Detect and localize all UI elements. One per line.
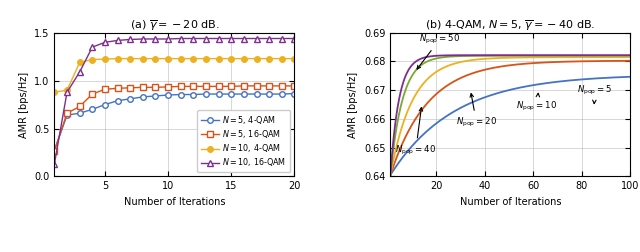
$N = 10$, 4-QAM: [215, 57, 223, 60]
$N = 5$, 4-QAM: [240, 92, 248, 96]
$N = 5$, 4-QAM: [139, 96, 147, 99]
$N = 5$, 4-QAM: [76, 112, 83, 115]
$N = 5$, 16-QAM: [51, 149, 58, 152]
$N = 10$, 16-QAM: [63, 91, 71, 94]
$N = 10$, 16-QAM: [227, 37, 235, 40]
$N = 10$, 16-QAM: [152, 38, 159, 41]
$N = 5$, 4-QAM: [291, 92, 298, 95]
Line: $N = 5$, 16-QAM: $N = 5$, 16-QAM: [52, 83, 297, 153]
$N = 5$, 4-QAM: [266, 92, 273, 96]
$N = 5$, 16-QAM: [88, 92, 96, 96]
$N = 10$, 4-QAM: [126, 57, 134, 60]
X-axis label: Number of Iterations: Number of Iterations: [124, 197, 225, 207]
$N = 5$, 4-QAM: [278, 92, 285, 96]
$N = 5$, 16-QAM: [291, 84, 298, 87]
$N = 5$, 16-QAM: [164, 85, 172, 88]
$N = 5$, 16-QAM: [189, 85, 197, 88]
$N = 10$, 4-QAM: [189, 57, 197, 60]
$N = 10$, 16-QAM: [177, 37, 184, 40]
Text: $N_{\mathrm{pop}} = 50$: $N_{\mathrm{pop}} = 50$: [417, 33, 461, 69]
$N = 5$, 4-QAM: [101, 103, 109, 106]
$N = 5$, 4-QAM: [114, 99, 122, 102]
$N = 10$, 4-QAM: [177, 57, 184, 60]
$N = 5$, 16-QAM: [227, 85, 235, 88]
$N = 10$, 16-QAM: [51, 163, 58, 166]
$N = 10$, 16-QAM: [139, 38, 147, 41]
$N = 10$, 16-QAM: [101, 41, 109, 44]
$N = 10$, 16-QAM: [240, 37, 248, 40]
$N = 5$, 4-QAM: [215, 92, 223, 96]
$N = 5$, 4-QAM: [177, 93, 184, 96]
$N = 10$, 4-QAM: [139, 57, 147, 60]
$N = 10$, 4-QAM: [51, 91, 58, 94]
$N = 10$, 16-QAM: [114, 39, 122, 42]
$N = 10$, 4-QAM: [88, 58, 96, 61]
$N = 5$, 4-QAM: [164, 93, 172, 97]
$N = 10$, 16-QAM: [266, 37, 273, 40]
Line: $N = 10$, 16-QAM: $N = 10$, 16-QAM: [52, 36, 297, 167]
$N = 10$, 16-QAM: [88, 46, 96, 49]
Y-axis label: AMR [bps/Hz]: AMR [bps/Hz]: [349, 72, 358, 138]
Line: $N = 10$, 4-QAM: $N = 10$, 4-QAM: [52, 56, 297, 95]
$N = 5$, 16-QAM: [202, 85, 210, 88]
Legend: $N = 5$, 4-QAM, $N = 5$, 16-QAM, $N = 10$, 4-QAM, $N = 10$, 16-QAM: $N = 5$, 4-QAM, $N = 5$, 16-QAM, $N = 10…: [197, 110, 291, 172]
$N = 10$, 16-QAM: [215, 37, 223, 40]
$N = 10$, 4-QAM: [240, 57, 248, 60]
$N = 10$, 16-QAM: [253, 37, 260, 40]
$N = 10$, 4-QAM: [152, 57, 159, 60]
$N = 5$, 16-QAM: [278, 84, 285, 87]
Text: $N_{\mathrm{pop}} = 40$: $N_{\mathrm{pop}} = 40$: [396, 108, 436, 156]
Text: $N_{\mathrm{pop}} = 10$: $N_{\mathrm{pop}} = 10$: [516, 93, 557, 113]
Title: (a) $\overline{\gamma} = -20$ dB.: (a) $\overline{\gamma} = -20$ dB.: [129, 18, 220, 33]
$N = 5$, 4-QAM: [189, 93, 197, 96]
Y-axis label: AMR [bps/Hz]: AMR [bps/Hz]: [19, 72, 29, 138]
$N = 10$, 16-QAM: [291, 37, 298, 40]
$N = 10$, 16-QAM: [189, 37, 197, 40]
$N = 10$, 4-QAM: [202, 57, 210, 60]
$N = 5$, 16-QAM: [139, 86, 147, 89]
$N = 10$, 4-QAM: [76, 61, 83, 64]
$N = 5$, 16-QAM: [126, 86, 134, 89]
$N = 10$, 4-QAM: [63, 89, 71, 92]
$N = 10$, 4-QAM: [164, 57, 172, 60]
$N = 5$, 16-QAM: [63, 112, 71, 115]
$N = 5$, 4-QAM: [202, 92, 210, 96]
$N = 10$, 16-QAM: [164, 38, 172, 41]
$N = 5$, 16-QAM: [266, 84, 273, 87]
$N = 10$, 16-QAM: [278, 37, 285, 40]
$N = 5$, 16-QAM: [215, 85, 223, 88]
$N = 5$, 4-QAM: [253, 92, 260, 96]
$N = 10$, 4-QAM: [291, 57, 298, 60]
$N = 5$, 4-QAM: [88, 108, 96, 111]
Text: $N_{\mathrm{pop}} = 5$: $N_{\mathrm{pop}} = 5$: [577, 84, 612, 104]
$N = 5$, 16-QAM: [152, 86, 159, 89]
$N = 5$, 4-QAM: [51, 149, 58, 152]
$N = 10$, 4-QAM: [253, 57, 260, 60]
$N = 10$, 4-QAM: [114, 57, 122, 60]
$N = 5$, 16-QAM: [101, 88, 109, 91]
$N = 10$, 16-QAM: [202, 37, 210, 40]
$N = 5$, 4-QAM: [152, 94, 159, 98]
$N = 5$, 16-QAM: [114, 87, 122, 90]
Text: $N_{\mathrm{pop}} = 20$: $N_{\mathrm{pop}} = 20$: [456, 93, 497, 129]
$N = 10$, 16-QAM: [76, 71, 83, 74]
$N = 5$, 16-QAM: [240, 84, 248, 87]
$N = 5$, 16-QAM: [253, 84, 260, 87]
$N = 5$, 4-QAM: [126, 97, 134, 100]
Title: (b) 4-QAM, $N = 5$, $\overline{\gamma} = -40$ dB.: (b) 4-QAM, $N = 5$, $\overline{\gamma} =…: [426, 18, 595, 33]
Line: $N = 5$, 4-QAM: $N = 5$, 4-QAM: [52, 91, 297, 153]
$N = 10$, 4-QAM: [227, 57, 235, 60]
$N = 5$, 4-QAM: [227, 92, 235, 96]
$N = 10$, 4-QAM: [101, 58, 109, 61]
$N = 5$, 16-QAM: [177, 85, 184, 88]
$N = 10$, 4-QAM: [278, 57, 285, 60]
X-axis label: Number of Iterations: Number of Iterations: [460, 197, 561, 207]
$N = 5$, 4-QAM: [63, 114, 71, 117]
$N = 10$, 4-QAM: [266, 57, 273, 60]
$N = 10$, 16-QAM: [126, 38, 134, 41]
$N = 5$, 16-QAM: [76, 105, 83, 108]
